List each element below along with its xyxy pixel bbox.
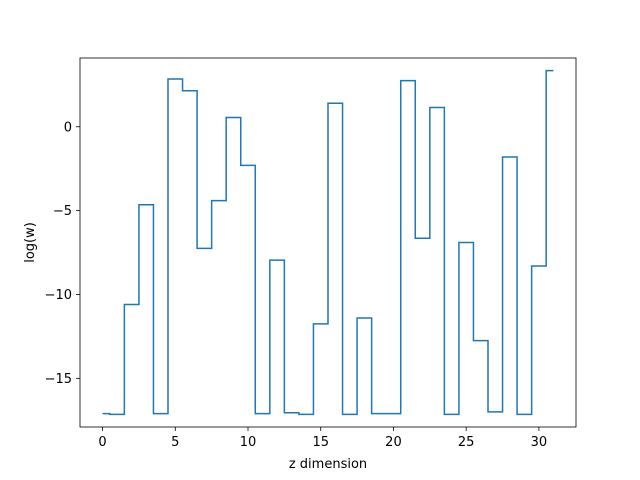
y-tick-label: −5 [53, 204, 72, 219]
x-tick-label: 0 [98, 435, 106, 450]
x-axis-label: z dimension [289, 457, 367, 472]
x-tick-label: 5 [171, 435, 179, 450]
plot-area [102, 69, 554, 416]
x-tick-label: 25 [458, 435, 475, 450]
y-tick-label: 0 [64, 120, 72, 135]
y-axis-ticks: −15 −10 −5 0 [45, 120, 80, 387]
x-tick-label: 15 [312, 435, 329, 450]
y-tick-label: −10 [45, 288, 72, 303]
y-tick-label: −15 [45, 372, 72, 387]
axes-frame [79, 57, 577, 428]
series-line [102, 69, 554, 416]
y-axis-label: log(w) [23, 222, 38, 263]
x-tick-label: 10 [240, 435, 257, 450]
x-tick-label: 30 [531, 435, 548, 450]
x-tick-label: 20 [385, 435, 402, 450]
x-axis-ticks: 0 5 10 15 20 25 30 [98, 427, 547, 450]
